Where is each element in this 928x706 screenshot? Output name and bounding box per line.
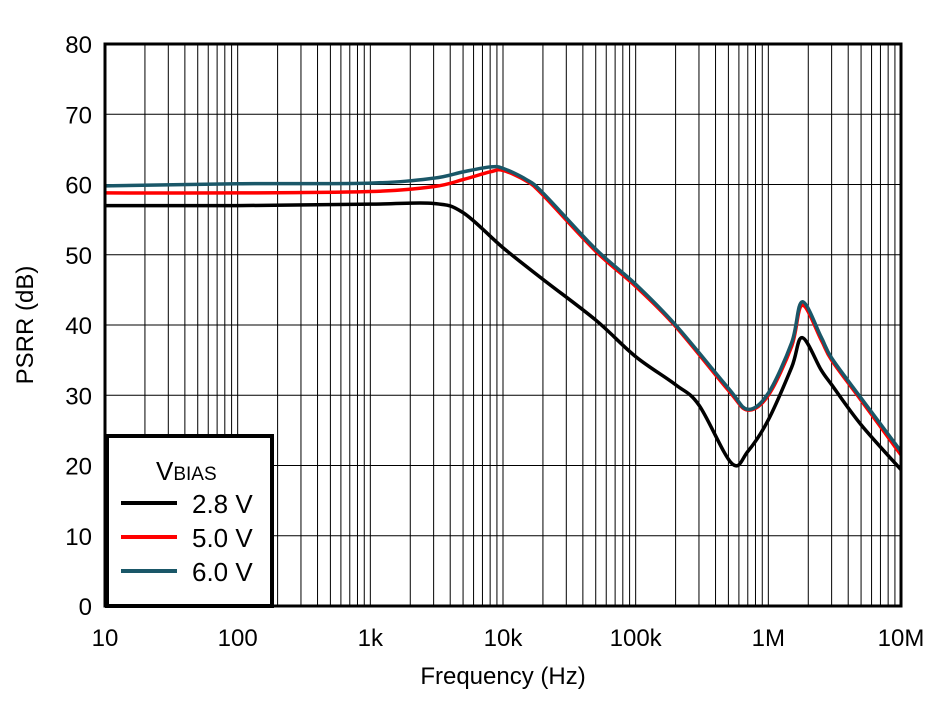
x-tick-label: 10k — [484, 625, 524, 652]
x-tick-labels: 10 100 1k 10k 100k 1M 10M — [92, 625, 925, 652]
y-tick-label: 50 — [65, 243, 92, 270]
legend-label: 5.0 V — [192, 523, 253, 553]
x-tick-label: 10M — [878, 625, 925, 652]
legend-box — [105, 434, 274, 608]
plot-frame — [103, 42, 903, 608]
legend-label: 2.8 V — [192, 489, 253, 519]
x-tick-label: 10 — [92, 625, 119, 652]
series-line-28V — [104, 201, 903, 471]
legend-title-sub: BIAS — [173, 464, 216, 485]
y-tick-label: 70 — [65, 102, 92, 129]
y-axis-label: PSRR (dB) — [12, 266, 39, 385]
y-tick-label: 30 — [65, 383, 92, 410]
y-tick-labels: 0 10 20 30 40 50 60 70 80 — [65, 32, 92, 621]
y-tick-label: 20 — [65, 454, 92, 481]
y-tick-label: 80 — [65, 32, 92, 59]
legend-items: 2.8 V 5.0 V 6.0 V — [121, 489, 253, 587]
legend: VBIAS 2.8 V 5.0 V 6.0 V — [105, 434, 274, 608]
x-tick-label: 1k — [358, 625, 384, 652]
legend-label: 6.0 V — [192, 557, 253, 587]
x-tick-label: 1M — [752, 625, 785, 652]
y-tick-label: 0 — [79, 594, 92, 621]
series-lines — [104, 164, 903, 471]
x-axis-label: Frequency (Hz) — [420, 663, 585, 690]
y-tick-label: 60 — [65, 173, 92, 200]
y-tick-label: 40 — [65, 313, 92, 340]
x-tick-label: 100k — [610, 625, 663, 652]
series-line-60V — [104, 164, 903, 453]
x-tick-label: 100 — [218, 625, 258, 652]
legend-title: VBIAS — [156, 456, 217, 486]
y-tick-label: 10 — [65, 524, 92, 551]
legend-title-main: V — [156, 456, 174, 486]
